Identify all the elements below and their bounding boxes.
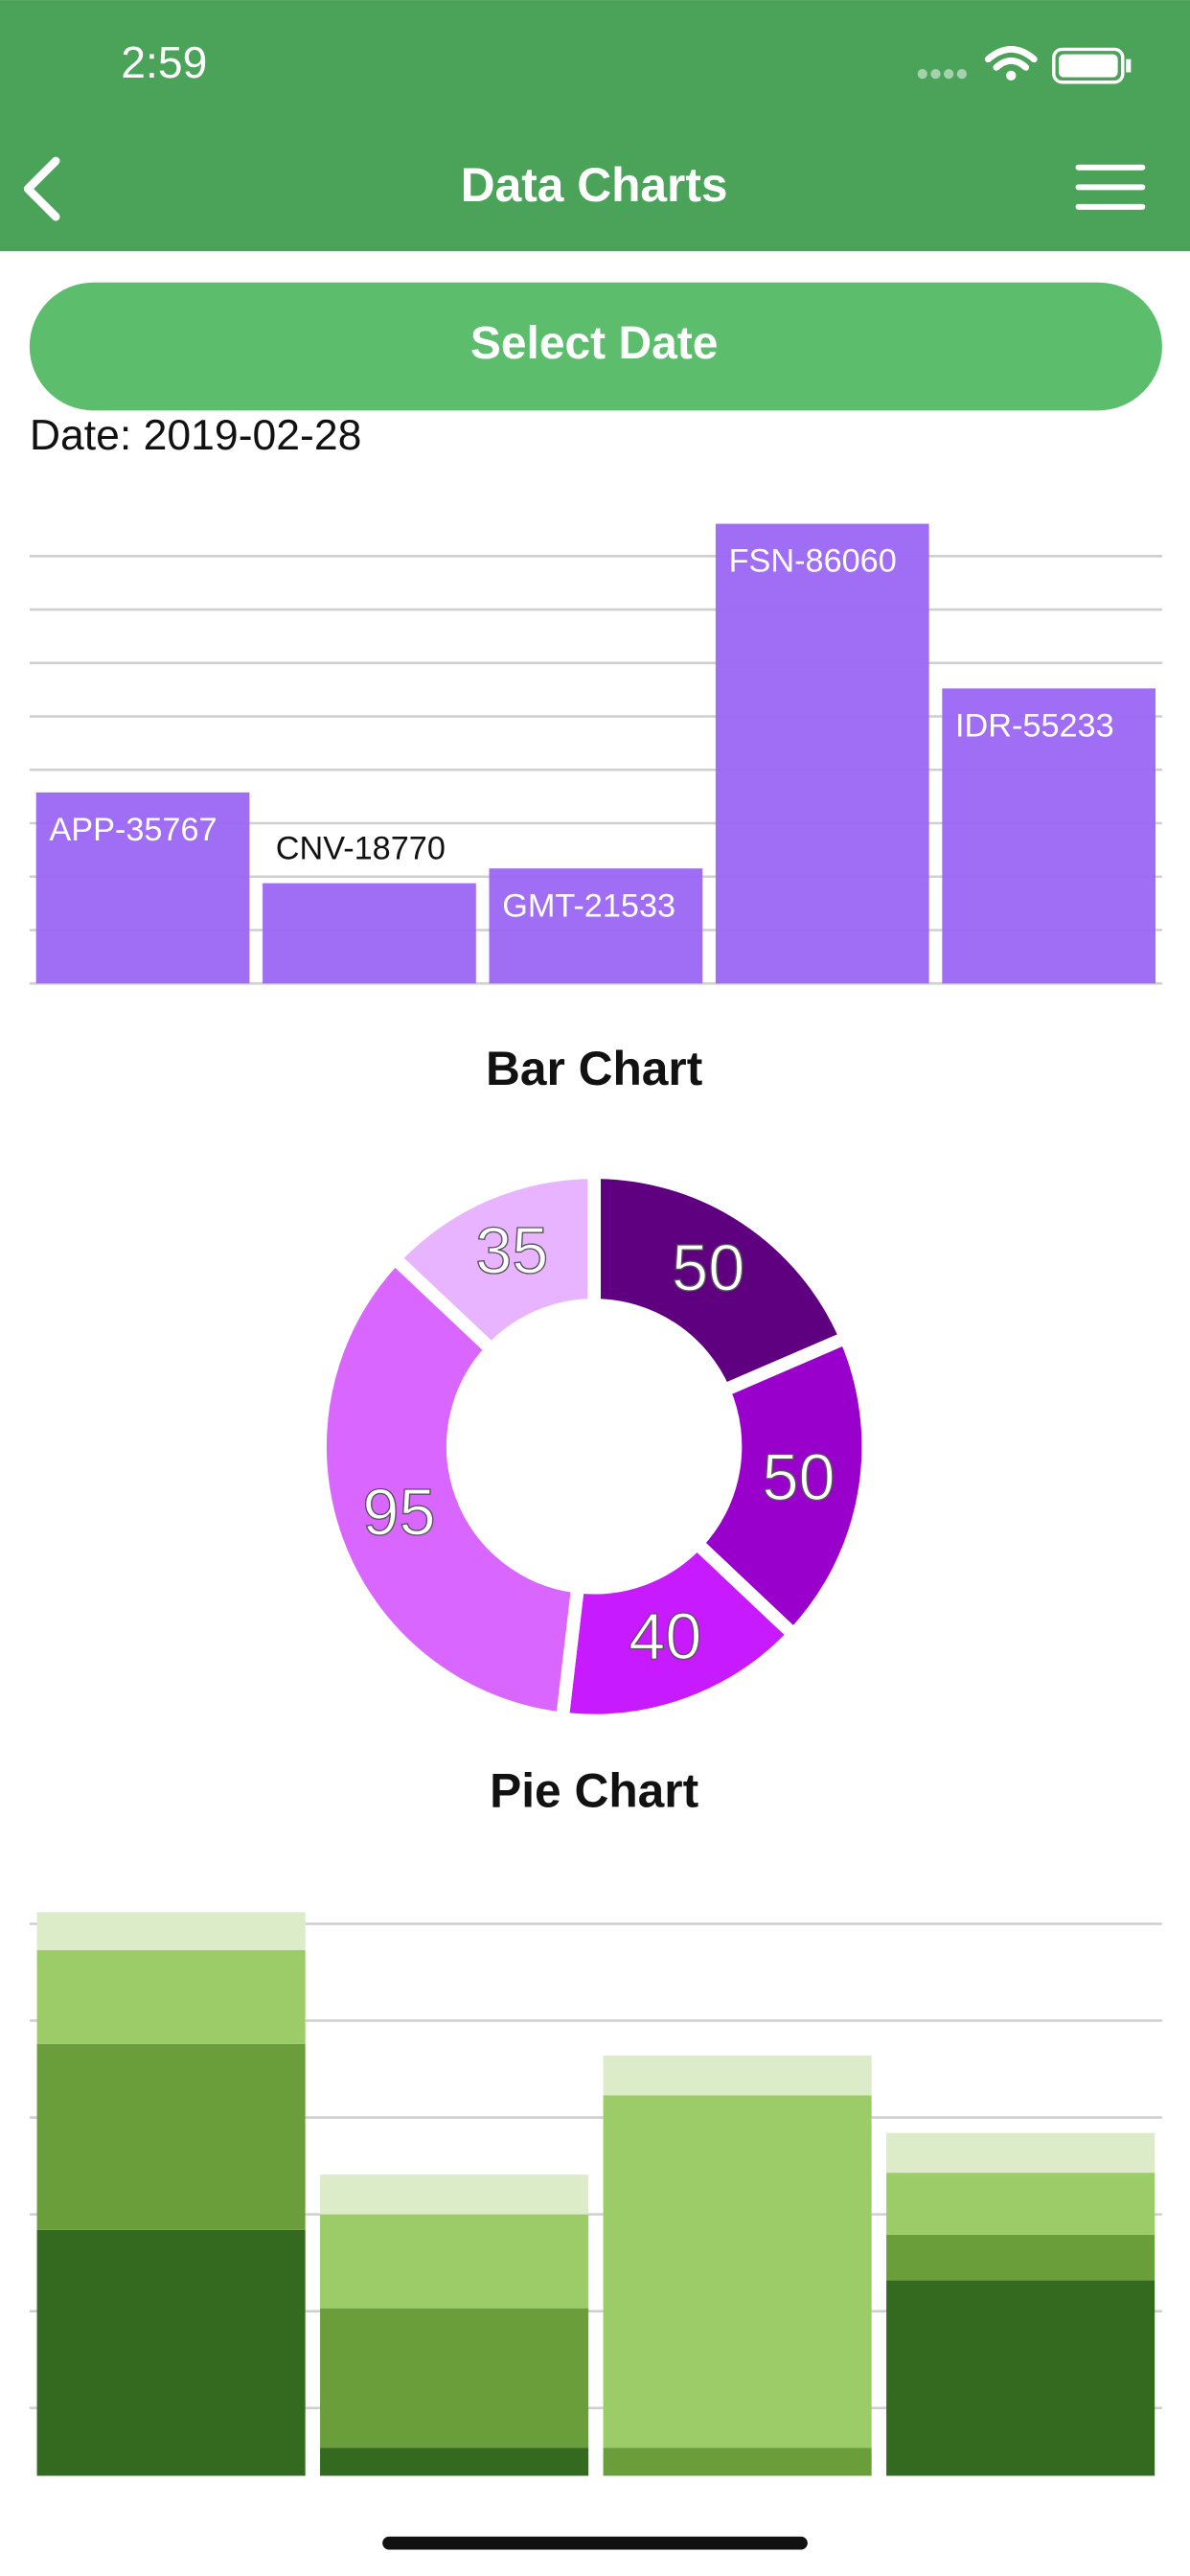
pie-slice	[555, 1533, 803, 1728]
stacked-segment	[886, 2132, 1156, 2174]
stacked-segment	[320, 2448, 589, 2476]
bar	[263, 883, 476, 984]
battery-cap	[1126, 58, 1132, 73]
nav-title: Data Charts	[461, 158, 728, 212]
stacked-segment	[886, 2234, 1156, 2281]
bar-label: APP-35767	[49, 812, 217, 848]
battery-outline	[1052, 47, 1125, 84]
bar	[715, 523, 929, 984]
slice-label: 50	[762, 1440, 835, 1514]
stacked-segment	[320, 2174, 589, 2215]
chart-title: Bar Chart	[486, 1042, 702, 1095]
bar	[35, 792, 250, 984]
home-indicator	[382, 2536, 808, 2550]
stacked-segment	[603, 2095, 872, 2449]
bar	[942, 688, 1156, 984]
pie-slice	[313, 1249, 585, 1727]
stacked-segment	[36, 1912, 306, 1950]
stacked-segment	[603, 2448, 872, 2476]
wifi-icon	[984, 46, 1038, 71]
slice-label: 35	[475, 1213, 548, 1287]
bar-label: CNV-18770	[276, 830, 446, 866]
bar-label: FSN-86060	[729, 543, 897, 580]
pie-slice	[385, 1165, 601, 1359]
bar-label: GMT-21533	[502, 887, 675, 924]
select-date-label[interactable]: Select Date	[470, 318, 719, 369]
slice-label: 95	[362, 1476, 435, 1550]
date-label: Date: 2019-02-28	[30, 412, 362, 459]
stacked-segment	[603, 2055, 872, 2096]
stacked-segment	[320, 2214, 589, 2309]
signal-dots	[917, 69, 968, 80]
pie-slice	[587, 1165, 855, 1399]
bar	[489, 868, 703, 984]
stacked-segment	[886, 2280, 1156, 2476]
menu-button[interactable]	[1075, 164, 1146, 210]
back-button[interactable]	[23, 156, 60, 221]
pie-slice	[687, 1328, 876, 1644]
chart-title: Pie Chart	[490, 1764, 698, 1818]
stacked-segment	[36, 2043, 306, 2230]
slice-label: 50	[672, 1230, 744, 1304]
stacked-segment	[36, 2229, 306, 2476]
stacked-segment	[320, 2308, 589, 2449]
slice-label: 40	[629, 1599, 701, 1673]
bar-label: IDR-55233	[955, 708, 1114, 745]
header-background	[0, 0, 1190, 252]
stacked-segment	[886, 2173, 1156, 2235]
battery-level	[1058, 54, 1118, 78]
stacked-segment	[36, 1949, 306, 2044]
select-date-button[interactable]	[29, 282, 1162, 411]
status-time: 2:59	[121, 37, 207, 87]
wifi-dot	[1006, 70, 1017, 81]
